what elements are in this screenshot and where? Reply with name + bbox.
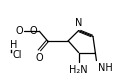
Text: O: O (36, 53, 43, 63)
Text: O: O (30, 26, 37, 36)
Text: N: N (76, 18, 83, 28)
Text: O: O (16, 26, 23, 36)
Text: NH: NH (98, 63, 112, 73)
Text: H₂N: H₂N (69, 65, 88, 75)
Text: Cl: Cl (13, 50, 22, 60)
Text: H: H (10, 40, 17, 50)
